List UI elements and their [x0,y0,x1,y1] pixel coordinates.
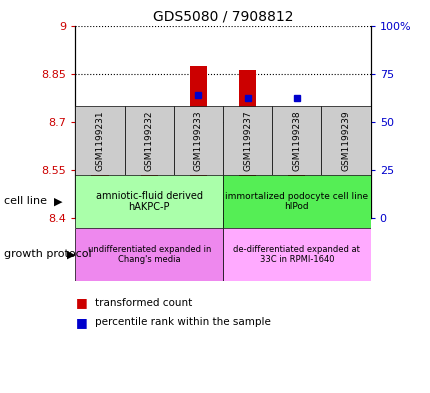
Text: GSM1199232: GSM1199232 [144,110,154,171]
Bar [223,228,370,281]
Text: GSM1199231: GSM1199231 [95,110,104,171]
Text: percentile rank within the sample: percentile rank within the sample [95,317,270,327]
Text: amniotic-fluid derived
hAKPC-P: amniotic-fluid derived hAKPC-P [95,191,202,212]
Bar [140,166,157,218]
Bar [75,175,223,228]
Bar [124,106,173,175]
Text: growth protocol: growth protocol [4,250,92,259]
Text: cell line: cell line [4,196,47,206]
Text: ■: ■ [75,296,87,309]
Bar [75,106,124,175]
Bar [223,106,272,175]
Bar [239,70,256,218]
Bar [337,195,354,218]
Text: ▶: ▶ [67,250,75,259]
Bar [223,175,370,228]
Bar [189,66,206,218]
Text: ■: ■ [75,316,87,329]
Bar [91,171,108,218]
Bar [321,106,370,175]
Bar [272,106,321,175]
Text: GSM1199237: GSM1199237 [243,110,252,171]
Text: GSM1199239: GSM1199239 [341,110,350,171]
Text: ▶: ▶ [54,196,62,206]
Text: undifferentiated expanded in
Chang's media: undifferentiated expanded in Chang's med… [87,245,210,264]
Bar [75,228,223,281]
Text: GSM1199238: GSM1199238 [292,110,301,171]
Text: de-differentiated expanded at
33C in RPMI-1640: de-differentiated expanded at 33C in RPM… [233,245,359,264]
Bar [288,113,305,218]
Text: GDS5080 / 7908812: GDS5080 / 7908812 [153,10,292,24]
Text: GSM1199233: GSM1199233 [194,110,203,171]
Bar [173,106,223,175]
Text: transformed count: transformed count [95,298,192,308]
Text: immortalized podocyte cell line
hIPod: immortalized podocyte cell line hIPod [225,192,368,211]
